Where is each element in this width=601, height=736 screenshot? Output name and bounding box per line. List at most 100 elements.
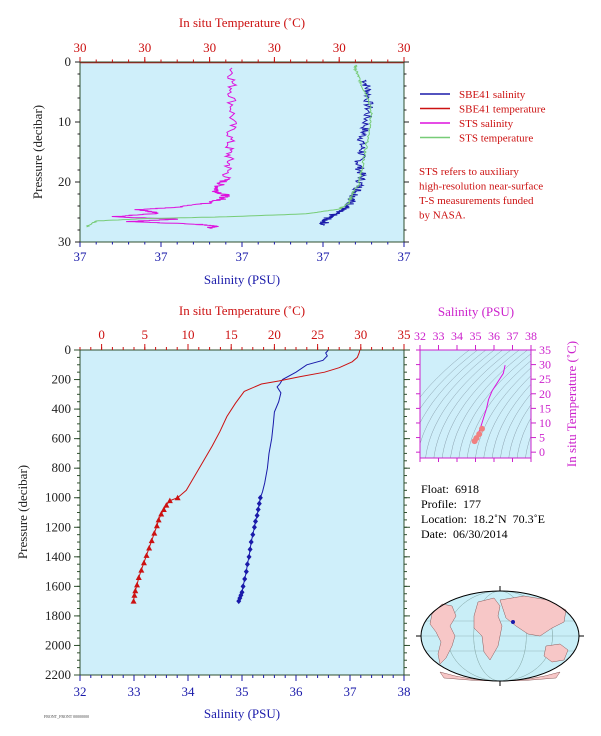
map-land-americas — [429, 603, 457, 665]
temperature-point-marker — [146, 544, 153, 551]
temperature-point-marker — [174, 494, 181, 501]
near-surface-series-sbe41-salinity — [319, 79, 374, 226]
note-line: by NASA. — [419, 210, 466, 222]
near-surface-top-tick-label: 30 — [398, 40, 411, 55]
temperature-point-marker — [148, 537, 155, 544]
full-depth-bottom-tick-label: 38 — [398, 684, 411, 699]
full-depth-bottom-tick-label: 32 — [74, 684, 87, 699]
float-value: 6918 — [455, 482, 480, 496]
ts-series — [471, 365, 506, 445]
ts-top-tick-label: 38 — [525, 329, 537, 343]
full-depth-y-tick-label: 2200 — [45, 667, 71, 682]
ts-isopycnal-line — [525, 434, 531, 458]
full-depth-y-tick-label: 2000 — [45, 637, 71, 652]
temperature-point-marker — [163, 502, 170, 508]
near-surface-y-tick-label: 30 — [58, 234, 71, 249]
salinity-point-marker — [246, 553, 252, 560]
temperature-point-marker — [130, 598, 137, 604]
full-depth-axes: 32 33 34 35 36 37 38 0 5 10 15 20 25 30 35 0 200 400 600 80… — [45, 327, 411, 699]
near-surface-bottom-tick-label: 37 — [317, 249, 331, 264]
temperature-point-marker — [135, 574, 142, 580]
ts-isopycnal-line — [441, 350, 520, 458]
profile-value: 177 — [463, 497, 481, 511]
sts-note: STS refers to auxiliary high-resolution n… — [419, 166, 543, 222]
legend-label: SBE41 temperature — [459, 104, 546, 116]
location-map — [416, 586, 584, 686]
temperature-point-marker — [140, 559, 147, 566]
legend-label: STS temperature — [459, 133, 533, 145]
salinity-point-marker — [248, 539, 254, 546]
full-depth-bottom-tick-label: 34 — [182, 684, 196, 699]
ts-top-tick-label: 36 — [488, 329, 500, 343]
ts-right-tick-label: 20 — [539, 387, 551, 401]
ts-isopycnal-line — [420, 350, 470, 398]
ts-isopycnal-line — [516, 417, 531, 458]
full-depth-top-tick-label: 5 — [142, 327, 149, 342]
near-surface-plot-area — [80, 62, 404, 242]
salinity-point-marker — [247, 546, 253, 553]
ts-isopycnal-line — [483, 375, 531, 458]
near-surface-series-sts-temperature — [85, 64, 373, 228]
ts-isopycnal-line — [466, 360, 531, 458]
near-surface-legend: SBE41 salinity SBE41 temperature STS salin… — [420, 89, 546, 145]
full-depth-y-tick-label: 0 — [65, 342, 72, 357]
temperature-point-marker — [138, 567, 145, 573]
full-depth-y-axis-label: Pressure (decibar) — [15, 465, 30, 559]
ts-top-axis-label: Salinity (PSU) — [438, 304, 514, 319]
ts-right-tick-label: 35 — [539, 343, 551, 357]
temperature-point-marker — [153, 522, 160, 529]
footer-stamp: FRONT_FRONT 00000000 — [44, 714, 90, 719]
location-label: Location: — [421, 512, 467, 526]
near-surface-top-tick-label: 30 — [333, 40, 346, 55]
full-depth-top-tick-label: 15 — [225, 327, 238, 342]
ts-isopycnals — [420, 350, 531, 458]
temperature-point-marker — [143, 552, 150, 558]
near-surface-y-tick-label: 10 — [58, 114, 71, 129]
ts-top-tick-label: 32 — [414, 329, 426, 343]
float-location-marker — [511, 620, 515, 624]
ts-top-tick-label: 34 — [451, 329, 463, 343]
map-land — [429, 595, 569, 682]
ts-right-tick-label: 30 — [539, 358, 551, 372]
ts-right-axis-label: In situ Temperature (˚C) — [564, 341, 579, 467]
near-surface-top-tick-label: 30 — [268, 40, 281, 55]
full-depth-y-tick-label: 1800 — [45, 608, 71, 623]
ts-isopycnal-line — [450, 350, 528, 458]
ts-right-tick-label: 5 — [539, 431, 545, 445]
ts-right-tick-label: 0 — [539, 445, 545, 459]
full-depth-plot-area — [80, 350, 404, 675]
ts-right-tick-label: 25 — [539, 372, 551, 386]
salinity-point-marker — [256, 500, 262, 507]
full-depth-bottom-tick-label: 37 — [344, 684, 358, 699]
near-surface-bottom-tick-label: 37 — [398, 249, 412, 264]
legend-label: STS salinity — [459, 118, 514, 130]
legend-label: SBE41 salinity — [459, 89, 526, 101]
map-land-australia — [543, 643, 569, 663]
full-depth-y-tick-label: 1200 — [45, 519, 71, 534]
temperature-point-marker — [131, 592, 138, 598]
ts-isopycnal-line — [433, 350, 512, 458]
full-depth-y-tick-label: 200 — [52, 372, 72, 387]
salinity-point-marker — [240, 583, 246, 590]
temperature-point-marker — [132, 587, 139, 594]
float-info-date: Date: 06/30/2014 — [421, 527, 508, 542]
temperature-point-marker — [134, 581, 141, 588]
full-depth-top-tick-label: 30 — [354, 327, 367, 342]
ts-isopycnal-line — [458, 353, 531, 458]
full-depth-top-tick-label: 20 — [268, 327, 281, 342]
temperature-point-marker — [155, 516, 162, 523]
ts-isopycnal-line — [425, 350, 503, 458]
full-depth-bottom-tick-label: 36 — [290, 684, 304, 699]
near-surface-bottom-tick-label: 37 — [236, 249, 250, 264]
full-depth-top-tick-label: 25 — [311, 327, 324, 342]
ts-top-tick-label: 37 — [507, 329, 519, 343]
near-surface-bottom-axis-label: Salinity (PSU) — [204, 272, 280, 287]
note-line: STS refers to auxiliary — [419, 166, 519, 178]
float-info-location: Location: 18.2˚N 70.3˚E — [421, 512, 545, 527]
salinity-point-marker — [254, 512, 260, 519]
near-surface-top-tick-label: 30 — [203, 40, 216, 55]
salinity-point-marker — [242, 575, 248, 582]
